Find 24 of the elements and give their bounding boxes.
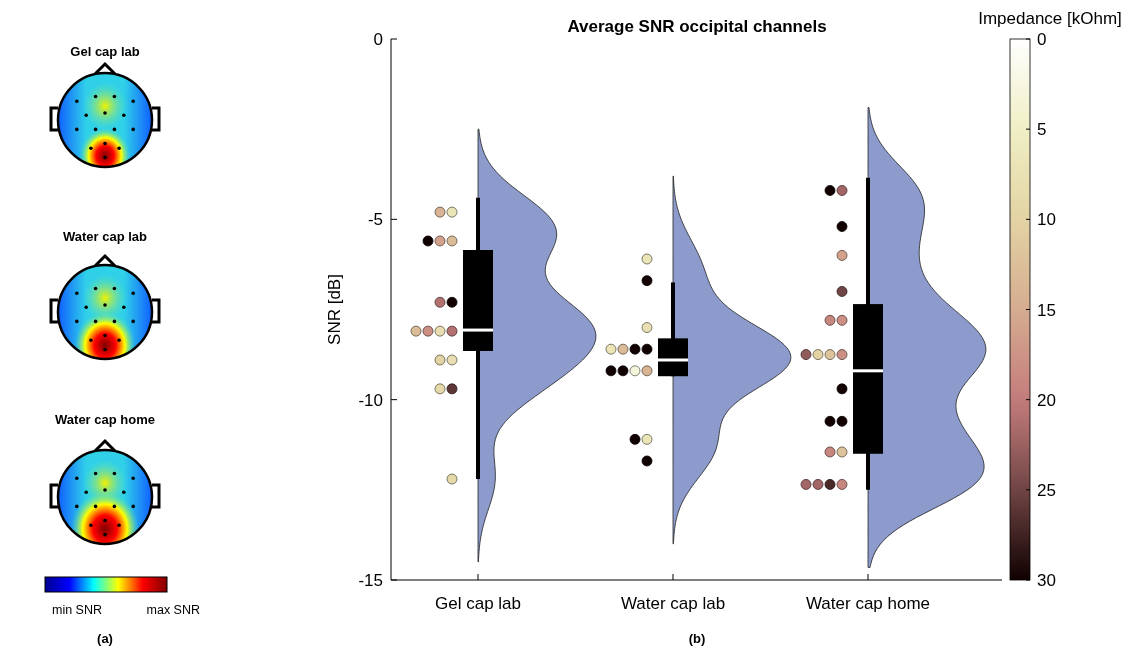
text: (a) (97, 631, 113, 646)
y-tick-label: 0 (373, 30, 383, 49)
category-label: Water cap lab (62, 229, 148, 244)
x-tick-label: Gel cap lab (435, 594, 521, 613)
color-bar-label: 30 (1037, 571, 1056, 590)
y-axis-title: SNR [dB] (325, 274, 344, 345)
color-bar-label: 15 (1037, 300, 1056, 320)
category-label: Gel cap lab (70, 44, 140, 59)
color-bar-title: Impedance [kOhm] (978, 9, 1122, 28)
text: (b) (688, 631, 706, 646)
color-bar-label: 25 (1037, 480, 1056, 500)
y-tick-label: -15 (358, 571, 383, 590)
text: max SNR (146, 603, 200, 617)
y-tick-label: -5 (367, 210, 383, 230)
category-label: Water cap home (55, 412, 155, 427)
text: min SNR (52, 603, 103, 617)
color-bar-label: 20 (1037, 390, 1056, 410)
chart-title: Average SNR occipital channels (567, 17, 827, 36)
color-bar-label: 10 (1037, 210, 1056, 230)
color-bar-label: 0 (1037, 30, 1047, 49)
x-tick-label: Water cap home (805, 594, 931, 613)
color-bar-label: 5 (1037, 120, 1047, 140)
x-tick-label: Water cap lab (620, 594, 726, 613)
y-tick-label: -10 (358, 390, 383, 410)
